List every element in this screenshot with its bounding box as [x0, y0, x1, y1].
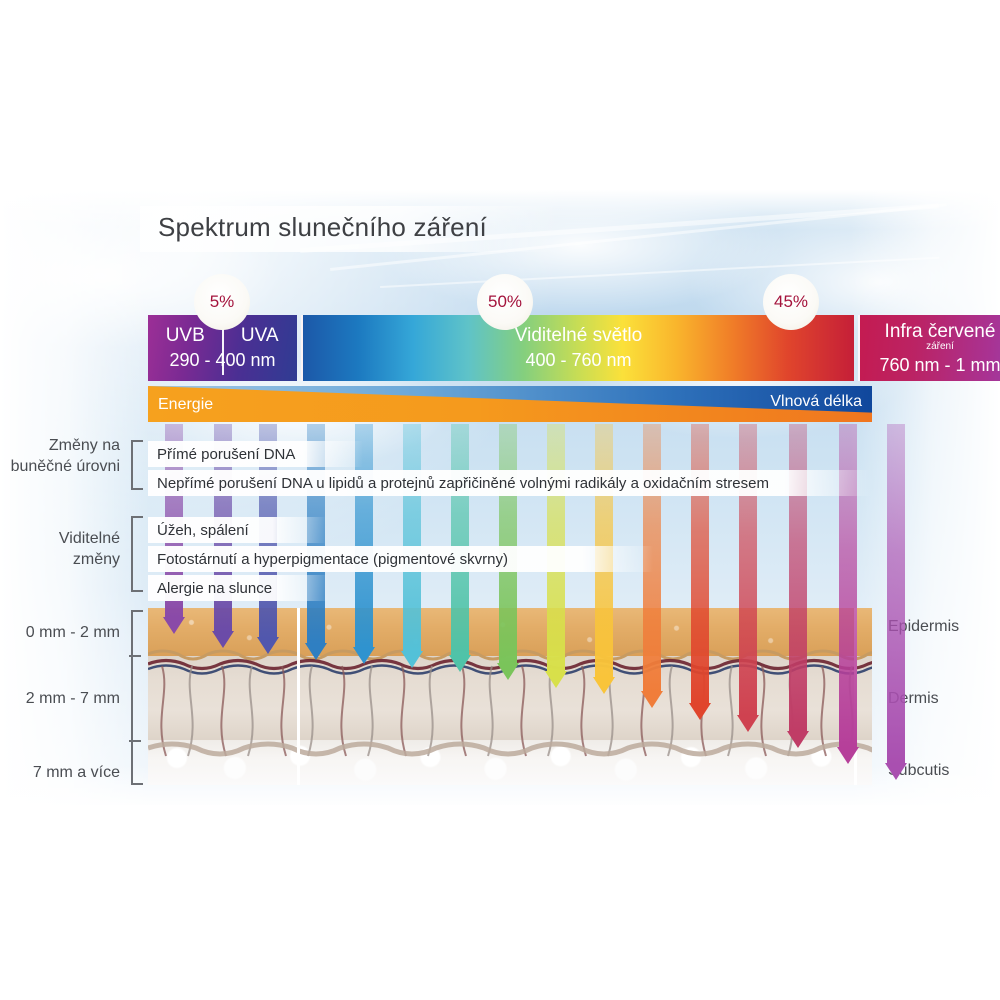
- depth-tick-epidermis-dermis: [129, 655, 141, 657]
- arrow-shaft: [499, 424, 517, 664]
- arrow-head: [401, 651, 423, 668]
- radiation-arrow-infrared-15: [885, 424, 907, 780]
- arrow-head: [449, 655, 471, 672]
- arrow-head: [353, 647, 375, 664]
- capillary-strand: [520, 665, 527, 757]
- page-title: Spektrum slunečního záření: [158, 212, 487, 242]
- arrow-head: [545, 671, 567, 688]
- layer-label-epidermis-text: Epidermis: [888, 618, 960, 635]
- percent-badge-uv: 5%: [194, 274, 250, 330]
- effect-bar-indirect-dna[interactable]: Nepřímé porušení DNA u lipidů a protejnů…: [148, 470, 872, 496]
- capillary-strand: [307, 665, 314, 757]
- skin-layer-subcutis: [148, 740, 872, 785]
- skin-section-divider-uv-visible: [297, 608, 300, 785]
- arrow-shaft: [691, 424, 709, 704]
- spectrum-label-infrared: Infra červené: [884, 320, 996, 342]
- depth-label-subcutis-text: 7 mm a více: [32, 764, 120, 781]
- energy-wavelength-bar: Energie Vlnová délka: [148, 386, 872, 422]
- spectrum-label-visible: Viditelné světlo: [514, 325, 643, 346]
- arrow-shaft: [451, 424, 469, 656]
- percent-badge-infrared: 45%: [763, 274, 819, 330]
- arrow-head: [837, 747, 859, 764]
- spectrum-bar: UVB UVA 290 - 400 nm Viditelné světlo 40…: [148, 315, 1000, 381]
- arrow-head: [885, 763, 907, 780]
- effect-bar-sunburn[interactable]: Úžeh, spálení: [148, 517, 326, 543]
- subcutaneous-vessel: [148, 741, 872, 757]
- title-plate: [140, 206, 560, 252]
- arrow-head: [497, 663, 519, 680]
- uv-sublabels: UVB UVA: [148, 325, 297, 347]
- arrow-head: [689, 703, 711, 720]
- radiation-arrow-visible-12: [737, 424, 759, 732]
- effect-label-sun-allergy: Alergie na slunce: [157, 579, 273, 597]
- depth-label-dermis: 2 mm - 7 mm: [8, 688, 120, 709]
- group-label-cellular: Změny na buněčné úrovni: [10, 435, 120, 477]
- effect-label-sunburn: Úžeh, spálení: [157, 521, 249, 539]
- spectrum-range-infrared: 760 nm - 1 mm: [879, 354, 1000, 375]
- group-label-visible-changes: Viditelné změny: [10, 528, 120, 570]
- arrow-shaft: [839, 424, 857, 748]
- depth-label-epidermis: 0 mm - 2 mm: [8, 622, 120, 643]
- arrow-shaft: [403, 424, 421, 652]
- vein-vessel: [148, 664, 872, 675]
- effect-label-photoaging: Fotostárnutí a hyperpigmentace (pigmento…: [157, 550, 508, 568]
- effect-bar-direct-dna[interactable]: Přímé porušení DNA: [148, 441, 363, 467]
- depth-label-epidermis-text: 0 mm - 2 mm: [25, 624, 120, 641]
- percent-badge-infrared-label: 45%: [773, 292, 809, 311]
- arrow-head: [212, 631, 234, 648]
- uvb-uva-divider: [222, 321, 224, 375]
- arrow-shaft: [887, 424, 905, 764]
- capillary-strand: [220, 665, 227, 757]
- effect-bar-sun-allergy[interactable]: Alergie na slunce: [148, 575, 330, 601]
- group-label-cellular-text: Změny na buněčné úrovni: [10, 437, 120, 475]
- capillary-strand: [487, 665, 494, 757]
- arrow-head: [257, 637, 279, 654]
- radiation-arrow-infrared-14: [837, 424, 859, 764]
- arrow-shaft: [739, 424, 757, 716]
- artery-vessel: [148, 658, 872, 671]
- percent-badge-visible: 50%: [477, 274, 533, 330]
- spectrum-segment-infrared[interactable]: Infra červené záření 760 nm - 1 mm: [858, 315, 1000, 381]
- spectrum-label-uvb: UVB: [165, 325, 205, 346]
- effect-bar-photoaging[interactable]: Fotostárnutí a hyperpigmentace (pigmento…: [148, 546, 653, 572]
- bracket-visible-changes: [131, 516, 143, 592]
- arrow-head: [163, 617, 185, 634]
- depth-label-dermis-text: 2 mm - 7 mm: [25, 690, 120, 707]
- arrow-head: [737, 715, 759, 732]
- percent-badge-visible-label: 50%: [487, 292, 523, 311]
- arrow-head: [305, 643, 327, 660]
- radiation-arrow-infrared-13: [787, 424, 809, 748]
- spectrum-range-visible: 400 - 760 nm: [525, 350, 632, 370]
- energy-label: Energie: [158, 396, 214, 413]
- spectrum-sublabel-infrared: záření: [926, 340, 954, 352]
- bracket-cellular: [131, 440, 143, 490]
- arrow-head: [787, 731, 809, 748]
- group-label-visible-changes-text: Viditelné změny: [58, 530, 120, 568]
- sky-fade-left: [0, 190, 150, 805]
- arrow-head: [593, 677, 615, 694]
- arrow-shaft: [789, 424, 807, 732]
- effect-label-direct-dna: Přímé porušení DNA: [157, 445, 296, 463]
- capillary-strand: [580, 665, 587, 757]
- spectrum-segment-visible[interactable]: Viditelné světlo 400 - 760 nm: [301, 315, 854, 381]
- capillary-strand: [400, 665, 407, 757]
- layer-label-epidermis: Epidermis: [888, 618, 959, 636]
- spectrum-label-uva: UVA: [240, 325, 279, 346]
- effect-label-indirect-dna: Nepřímé porušení DNA u lipidů a protejnů…: [157, 474, 769, 492]
- arrow-head: [641, 691, 663, 708]
- capillary-strand: [427, 665, 434, 757]
- depth-label-subcutis: 7 mm a více: [8, 762, 120, 783]
- percent-badge-uv-label: 5%: [209, 292, 235, 311]
- radiation-arrow-visible-11: [689, 424, 711, 720]
- bracket-depth-axis: [131, 610, 143, 785]
- sky-fade-right: [850, 190, 1000, 805]
- wavelength-label: Vlnová délka: [770, 393, 862, 410]
- depth-tick-dermis-subcutis: [129, 740, 141, 742]
